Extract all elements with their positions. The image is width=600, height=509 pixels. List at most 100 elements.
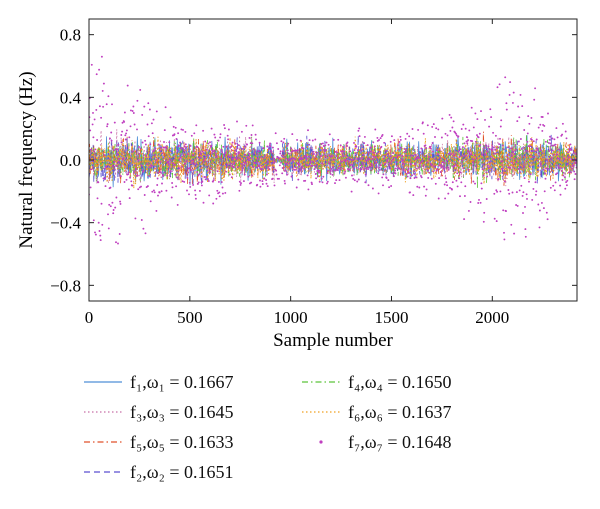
f7-point — [455, 134, 458, 137]
f7-point — [90, 168, 93, 171]
f7-point — [353, 179, 356, 182]
f7-point — [275, 173, 278, 176]
series-s6-line — [89, 136, 577, 189]
f7-point — [429, 145, 432, 148]
f7-point — [280, 161, 282, 164]
f7-point — [238, 151, 240, 154]
f7-point — [255, 166, 258, 169]
f7-point — [147, 135, 150, 138]
f7-point — [127, 173, 130, 176]
f7-point — [363, 135, 366, 138]
f7-point — [235, 157, 238, 160]
f7-point — [146, 123, 149, 126]
f7-point — [515, 161, 518, 164]
f7-point — [361, 156, 363, 159]
f7-point — [441, 117, 444, 120]
f7-point — [118, 157, 121, 160]
f7-point — [413, 163, 416, 166]
f7-point — [412, 170, 415, 173]
f7-point — [242, 166, 245, 169]
f7-point — [377, 172, 380, 175]
legend-swatch-s2 — [84, 471, 122, 473]
f7-point — [204, 178, 207, 181]
f7-point — [197, 181, 200, 184]
f7-point — [558, 166, 561, 169]
f7-point — [169, 116, 172, 119]
f7-point — [434, 136, 436, 138]
f7-point — [175, 185, 178, 188]
f7-point — [382, 173, 385, 176]
f7-point — [378, 139, 380, 141]
f7-point — [284, 169, 287, 172]
f7-point — [114, 148, 117, 151]
f7-point — [335, 155, 338, 157]
f7-point — [436, 153, 439, 156]
f7-point — [420, 176, 423, 179]
f7-point — [446, 184, 449, 187]
f7-point — [445, 159, 448, 162]
f7-point — [466, 150, 469, 153]
f7-point — [471, 140, 474, 143]
f7-point — [419, 151, 422, 154]
f7-point — [457, 135, 460, 138]
series-s3-line — [89, 129, 577, 187]
f7-point — [109, 186, 112, 189]
f7-point — [455, 179, 458, 182]
f7-point — [322, 175, 325, 178]
f7-point — [543, 190, 546, 193]
legend-item-s7: f₇,ω₇ = 0.1648 — [300, 430, 452, 454]
f7-point — [486, 175, 489, 178]
f7-point — [283, 179, 286, 182]
f7-point — [190, 169, 192, 172]
f7-point — [481, 168, 484, 171]
f7-point — [422, 132, 425, 135]
f7-point — [453, 154, 455, 157]
f7-point — [542, 168, 545, 171]
f7-point — [122, 157, 125, 160]
f7-point — [258, 141, 261, 144]
f7-point — [541, 129, 544, 132]
f7-point — [240, 182, 242, 185]
f7-point — [459, 171, 462, 174]
f7-point — [265, 182, 268, 185]
f7-point — [452, 165, 455, 168]
f7-point — [256, 183, 259, 186]
f7-point — [315, 177, 318, 180]
f7-point — [389, 140, 392, 143]
f7-point — [117, 143, 120, 146]
f7-point — [286, 173, 288, 176]
f7-point — [546, 158, 549, 161]
f7-point — [160, 190, 163, 193]
f7-point — [564, 130, 567, 133]
x-tick-label: 1000 — [274, 308, 308, 327]
f7-point — [316, 151, 319, 154]
f7-point — [215, 154, 217, 157]
f7-point — [332, 165, 335, 168]
f7-point — [431, 125, 434, 128]
f7-point — [215, 197, 218, 200]
f7-point — [334, 169, 337, 172]
f7-point — [287, 142, 290, 145]
f7-point — [202, 201, 205, 204]
legend-item-s4: f₄,ω₄ = 0.1650 — [300, 370, 452, 394]
f7-point — [471, 161, 474, 164]
f7-point — [299, 168, 302, 171]
f7-point — [270, 150, 273, 153]
f7-point — [515, 191, 518, 194]
f7-point — [514, 148, 517, 151]
f7-point — [299, 139, 302, 142]
f7-point — [492, 157, 495, 160]
f7-point — [184, 130, 187, 133]
f7-point — [306, 164, 309, 167]
f7-point — [124, 138, 127, 141]
f7-point — [318, 169, 321, 172]
f7-point — [257, 157, 259, 160]
f7-point — [121, 121, 124, 124]
f7-point — [492, 146, 495, 149]
f7-point — [379, 137, 382, 140]
f7-point — [372, 141, 375, 144]
f7-point — [89, 129, 92, 132]
f7-point — [443, 168, 446, 171]
f7-point — [102, 177, 105, 180]
f7-point — [307, 188, 310, 191]
